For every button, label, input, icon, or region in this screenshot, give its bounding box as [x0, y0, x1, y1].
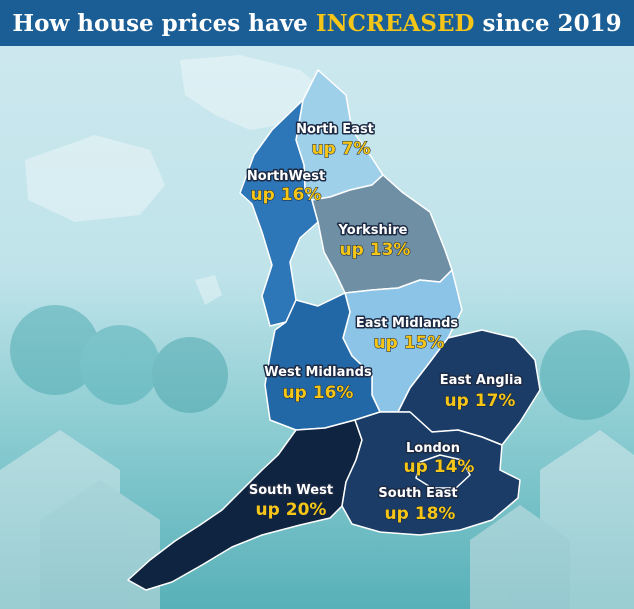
region-name-north-east: North East	[296, 122, 374, 137]
label-east-anglia: East Anglia up 17%	[438, 372, 523, 412]
label-yorkshire: Yorkshire up 13%	[336, 222, 411, 261]
region-london[interactable]	[415, 454, 471, 489]
label-north-west: NorthWest up 16%	[245, 168, 326, 206]
regions	[127, 69, 541, 591]
region-south-west[interactable]	[127, 419, 363, 591]
label-east-midlands: East Midlands up 15%	[354, 315, 460, 354]
title-suffix: since 2019	[474, 9, 622, 37]
label-south-east: South East up 18%	[377, 485, 459, 525]
region-change-london: up 14%	[404, 457, 475, 477]
label-north-east: North East up 7%	[295, 121, 376, 160]
region-name-north-west: NorthWest	[247, 169, 325, 184]
region-change-west-midlands: up 16%	[283, 383, 354, 403]
region-name-south-west: South West	[249, 483, 333, 498]
background-houses	[0, 305, 634, 609]
region-change-south-east: up 18%	[385, 504, 456, 524]
region-name-south-east: South East	[378, 486, 457, 501]
region-name-yorkshire: Yorkshire	[338, 223, 408, 238]
region-change-east-midlands: up 15%	[374, 333, 445, 353]
region-change-north-east: up 7%	[311, 139, 370, 159]
title-prefix: How house prices have	[12, 9, 316, 37]
region-change-north-west: up 16%	[251, 185, 322, 205]
region-name-london: London	[406, 441, 460, 456]
region-change-east-anglia: up 17%	[445, 391, 516, 411]
isle-of-man-shape	[195, 275, 222, 305]
page-title: How house prices have INCREASED since 20…	[12, 10, 621, 37]
northern-ireland-shape	[25, 135, 165, 222]
title-highlight: INCREASED	[315, 9, 475, 37]
region-labels: North East up 7% NorthWest up 16% Yorksh…	[245, 121, 523, 525]
region-change-south-west: up 20%	[256, 500, 327, 520]
region-change-yorkshire: up 13%	[340, 240, 411, 260]
region-name-east-midlands: East Midlands	[356, 316, 459, 331]
title-banner: How house prices have INCREASED since 20…	[0, 0, 634, 46]
label-south-west: South West up 20%	[247, 482, 334, 521]
region-name-west-midlands: West Midlands	[264, 365, 372, 380]
background-landmass	[25, 55, 330, 305]
label-london: London up 14%	[403, 440, 475, 478]
region-name-east-anglia: East Anglia	[440, 373, 522, 388]
label-west-midlands: West Midlands up 16%	[263, 364, 374, 404]
